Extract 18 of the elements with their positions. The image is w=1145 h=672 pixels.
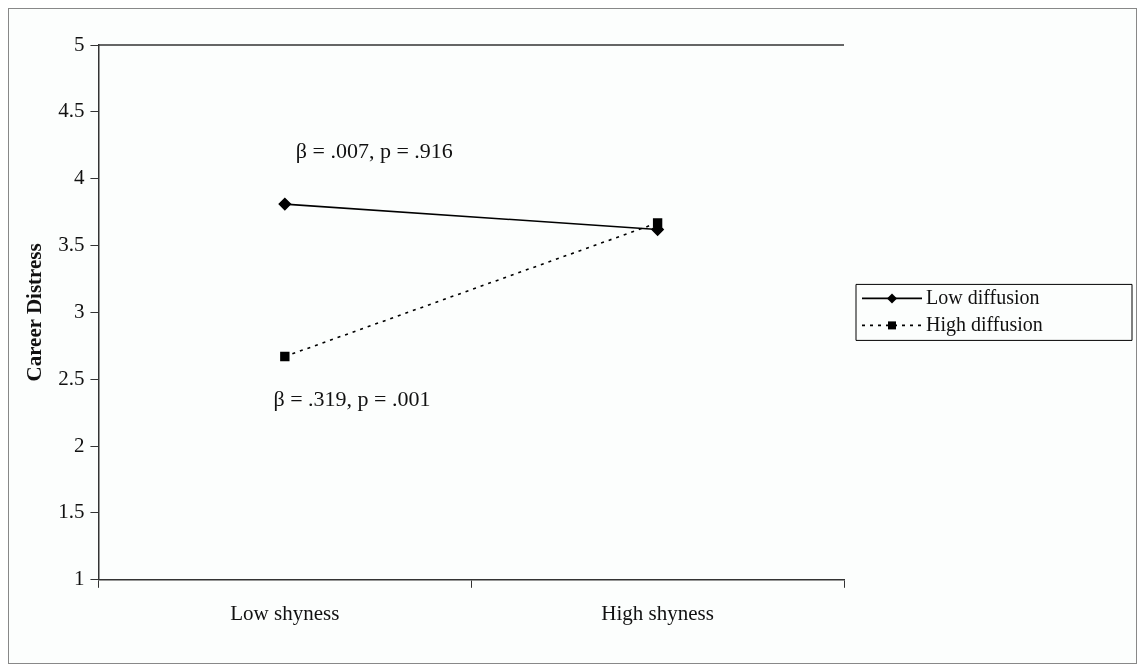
legend-label: High diffusion [926,312,1043,336]
y-tick-label: 3 [73,298,85,323]
legend-label: Low diffusion [926,285,1040,308]
point [280,351,290,362]
annotation: β = .007, p = .916 [295,137,453,163]
x-tick-label: High shyness [601,600,714,625]
x-tick-label: Low shyness [230,600,340,625]
point [278,197,292,211]
y-tick-label: 4 [73,165,85,190]
y-tick-label: 4.5 [58,98,85,123]
y-tick-label: 1.5 [58,499,85,524]
annotation: β = .319, p = .001 [273,386,431,412]
y-tick-label: 3.5 [58,232,85,257]
y-tick-label: 2.5 [58,365,85,390]
y-tick-label: 2 [73,432,85,457]
y-tick-label: 1 [73,566,85,591]
y-tick-label: 5 [73,31,85,56]
y-axis-title: Career Distress [22,243,47,382]
